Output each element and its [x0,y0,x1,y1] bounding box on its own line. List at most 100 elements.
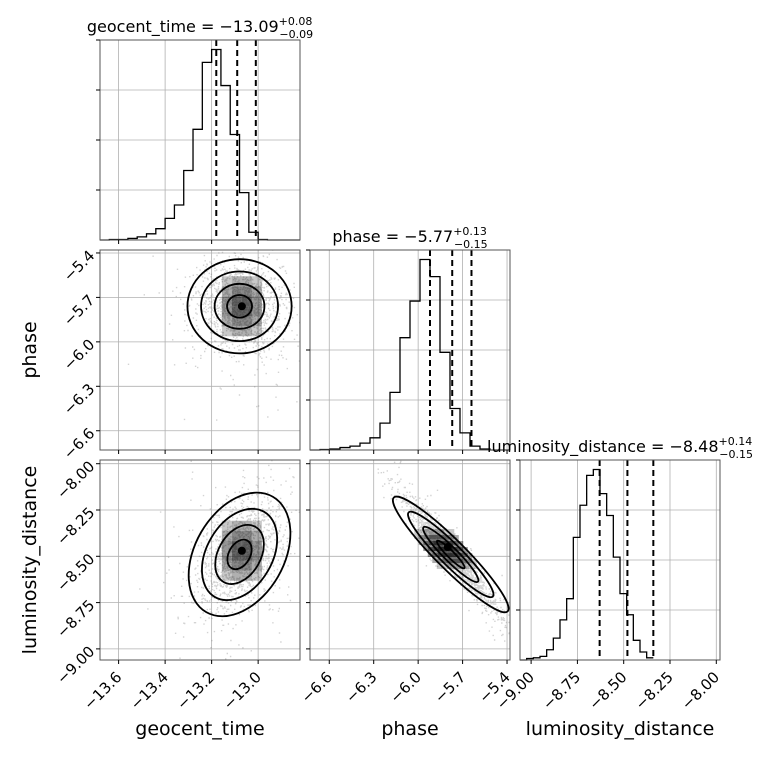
density-cell [221,306,232,317]
y-tick-label: −6.3 [60,380,98,418]
contour-level-4 [186,258,293,355]
density-cell [251,550,262,561]
hist-step [310,258,510,451]
hist-panel-geocent_time: geocent_time = −13.09+0.08 −0.09 [87,15,313,244]
x-tick-label: −13.4 [127,668,172,713]
x-tick-label: −13.0 [220,668,265,713]
density-cell [221,326,232,337]
density-cell [448,535,459,546]
density-cell [231,306,242,317]
y-tick-label: −8.50 [53,550,98,595]
hist-step [520,468,654,661]
density-cell [241,306,252,317]
contour-level-2 [214,524,265,585]
density-cell [231,316,242,327]
err-plus: +0.08 [279,15,313,28]
err-minus: −0.15 [454,238,488,251]
density-cell [221,570,232,581]
panel-frame [99,459,301,661]
x-tick-label: −8.00 [678,668,723,713]
y-tick-label: −8.75 [53,596,98,641]
density-cell [428,535,439,546]
hist-title-phase: phase = −5.77+0.13 −0.15 [332,225,487,251]
density-cell [241,316,252,327]
density-cell [221,286,232,297]
density-cell [231,296,242,307]
err-plus: +0.13 [453,225,487,238]
y-tick-label: −6.6 [60,424,98,462]
density-cell [442,553,453,564]
panel-inner [127,250,300,421]
x-tick-label: −8.75 [539,668,584,713]
density-cell [231,286,242,297]
density-cell [456,559,467,570]
density-cell [436,559,447,570]
contour-level-1 [435,539,466,570]
y-axis-label-luminosity_distance: luminosity_distance [19,466,41,655]
density-cell [241,286,252,297]
x-tick-label: −8.25 [632,668,677,713]
hist-panel-luminosity_distance: luminosity_distance = −8.48+0.14 −0.15 [487,435,753,664]
peak-marker [443,543,452,552]
density-cell [251,276,262,287]
density-cell [221,296,232,307]
x-axis-label-phase: phase [381,718,438,740]
contour-level-2 [422,525,480,584]
density-cell [251,570,262,581]
x-tick-label: −6.0 [386,668,424,706]
density-cell [466,559,477,570]
density-cell [221,560,232,571]
density-cell [432,553,443,564]
y-tick-label: −8.00 [53,457,98,502]
contour-level-2 [213,282,266,330]
density-cell [251,296,262,307]
x-tick-label: −13.2 [173,668,218,713]
err-plus: +0.14 [719,435,753,448]
density-cell [241,540,252,551]
y-tick-label: −8.25 [53,504,98,549]
scatter-points [139,460,300,660]
density-cell [231,530,242,541]
density-cell [241,326,252,337]
hist-panel-phase: phase = −5.77+0.13 −0.15 [306,225,511,454]
density-cell [231,560,242,571]
density-cell [231,570,242,581]
scatter-points [127,250,300,421]
scatter-panel-phase-vs-luminosity_distance [306,459,511,664]
density-cell [221,520,232,531]
density-cell [251,306,262,317]
density-cell [241,550,252,561]
hist-title-luminosity_distance: luminosity_distance = −8.48+0.14 −0.15 [487,435,753,461]
density-cell [231,550,242,561]
x-tick-label: −6.6 [298,668,336,706]
density-cell [241,296,252,307]
y-tick-label: −5.7 [60,291,98,329]
y-tick-label: −6.0 [60,335,98,373]
density-cell [251,530,262,541]
density-cell [424,529,435,540]
density-cell [251,540,262,551]
panel-frame [99,249,301,451]
contour-level-3 [201,507,279,602]
scatter-panel-geocent_time-vs-phase [96,249,301,454]
density-cell [462,553,473,564]
density-cell [452,553,463,564]
scatter-panel-geocent_time-vs-luminosity_distance [96,459,301,664]
err-minus: −0.15 [719,448,753,461]
y-axis-label-phase: phase [19,321,41,378]
density-cell [231,276,242,287]
density-cell [251,326,262,337]
contour-level-3 [200,270,279,342]
x-tick-label: −6.3 [342,668,380,706]
density-cell [241,276,252,287]
density-cell [241,560,252,571]
x-axis-label-luminosity_distance: luminosity_distance [526,718,715,740]
contour-level-4 [391,495,510,614]
x-tick-label: −8.50 [585,668,630,713]
x-tick-label: −5.7 [431,668,469,706]
density-cell [241,570,252,581]
density-cell [438,535,449,546]
density-cell [231,326,242,337]
err-minus: −0.09 [279,28,313,41]
